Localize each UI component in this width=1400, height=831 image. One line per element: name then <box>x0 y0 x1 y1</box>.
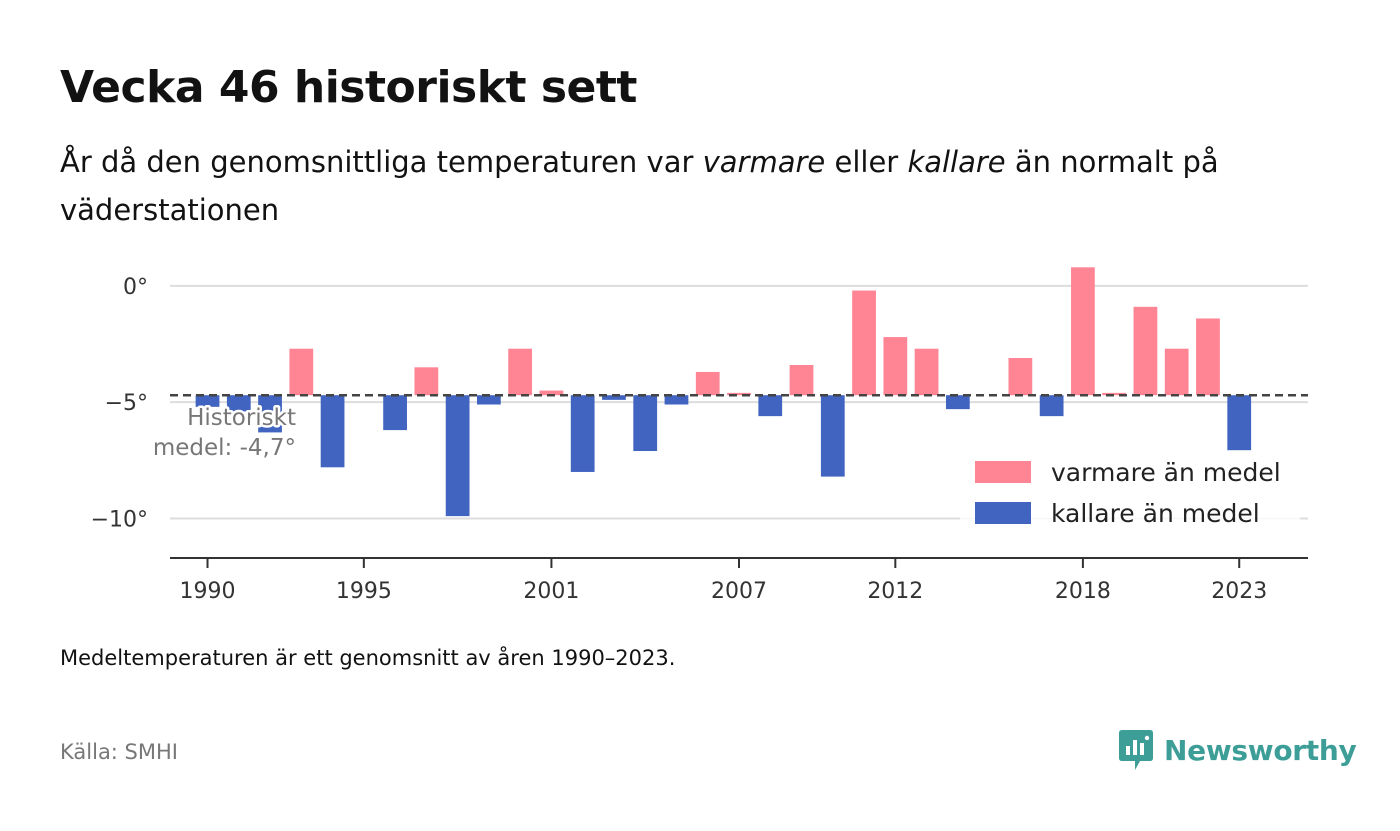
chart-subtitle: År då den genomsnittliga temperaturen va… <box>60 138 1300 234</box>
newsworthy-logo-text: Newsworthy <box>1164 733 1357 767</box>
x-tick-label: 1995 <box>336 579 392 604</box>
bar-2000[interactable] <box>508 348 533 396</box>
x-tick-label: 2007 <box>711 579 767 604</box>
bar-2008[interactable] <box>758 395 783 417</box>
bar-2010[interactable] <box>820 395 845 477</box>
y-axis-ticks: 0° −5° −10° <box>91 275 148 533</box>
x-tick-label: 2023 <box>1211 579 1267 604</box>
bar-2016[interactable] <box>1008 358 1033 396</box>
legend-swatch <box>975 461 1031 483</box>
bar-2005[interactable] <box>664 395 689 405</box>
legend-label: kallare än medel <box>1051 499 1260 528</box>
bar-2012[interactable] <box>883 337 908 396</box>
chart-title: Vecka 46 historiskt sett <box>60 62 637 113</box>
bar-1997[interactable] <box>414 367 439 396</box>
x-tick-label: 1990 <box>180 579 236 604</box>
bar-2022[interactable] <box>1196 318 1220 396</box>
bar-1999[interactable] <box>477 395 501 405</box>
bar-1998[interactable] <box>445 395 470 517</box>
source-label: Källa: SMHI <box>60 740 178 764</box>
subtitle-text-2: eller <box>825 145 908 179</box>
x-axis: 1990 1995 2001 2007 2012 2018 2023 <box>170 557 1308 604</box>
bar-2011[interactable] <box>852 290 876 396</box>
bar-2023[interactable] <box>1227 395 1252 452</box>
bar-2006[interactable] <box>695 371 720 396</box>
bar-2014[interactable] <box>945 395 970 410</box>
bar-2007[interactable] <box>727 392 751 396</box>
subtitle-cold-word: kallare <box>907 145 1006 179</box>
subtitle-warm-word: varmare <box>702 145 826 179</box>
subtitle-text-3: än normalt på väderstationen <box>60 145 1219 227</box>
footnote: Medeltemperaturen är ett genomsnitt av å… <box>60 646 676 670</box>
bar-1993[interactable] <box>289 348 314 396</box>
bars <box>195 267 1252 517</box>
bar-2004[interactable] <box>633 395 658 452</box>
bar-2018[interactable] <box>1071 267 1095 396</box>
bar-1991[interactable] <box>226 395 251 412</box>
bar-1990[interactable] <box>195 395 220 407</box>
bar-2009[interactable] <box>789 364 814 396</box>
baseline-label: medel: -4,7° <box>153 435 296 461</box>
legend: varmare än medel kallare än medel <box>960 450 1300 548</box>
x-tick-label: 2012 <box>867 579 923 604</box>
bar-1996[interactable] <box>383 395 407 431</box>
x-tick-label: 2001 <box>523 579 579 604</box>
baseline-label: Historiskt <box>187 405 296 431</box>
bar-2017[interactable] <box>1039 395 1064 417</box>
y-tick-label: −10° <box>91 507 148 532</box>
baseline-group: Historiskt medel: -4,7° <box>150 393 1308 464</box>
bar-2020[interactable] <box>1133 306 1158 396</box>
legend-swatch <box>975 502 1031 524</box>
newsworthy-logo-icon <box>1119 730 1153 770</box>
bar-2019[interactable] <box>1102 392 1127 396</box>
bar-2013[interactable] <box>914 348 939 396</box>
bar-2001[interactable] <box>539 390 564 396</box>
y-tick-label: 0° <box>123 275 148 300</box>
bar-2002[interactable] <box>570 395 595 472</box>
bar-2003[interactable] <box>602 395 626 400</box>
bar-2021[interactable] <box>1164 348 1189 396</box>
newsworthy-logo[interactable]: Newsworthy <box>1118 728 1357 772</box>
bar-1994[interactable] <box>320 395 345 468</box>
y-tick-label: −5° <box>105 391 148 416</box>
x-tick-label: 2018 <box>1055 579 1111 604</box>
subtitle-text-1: År då den genomsnittliga temperaturen va… <box>60 145 703 179</box>
legend-label: varmare än medel <box>1051 458 1281 487</box>
bar-1992[interactable] <box>258 395 282 433</box>
